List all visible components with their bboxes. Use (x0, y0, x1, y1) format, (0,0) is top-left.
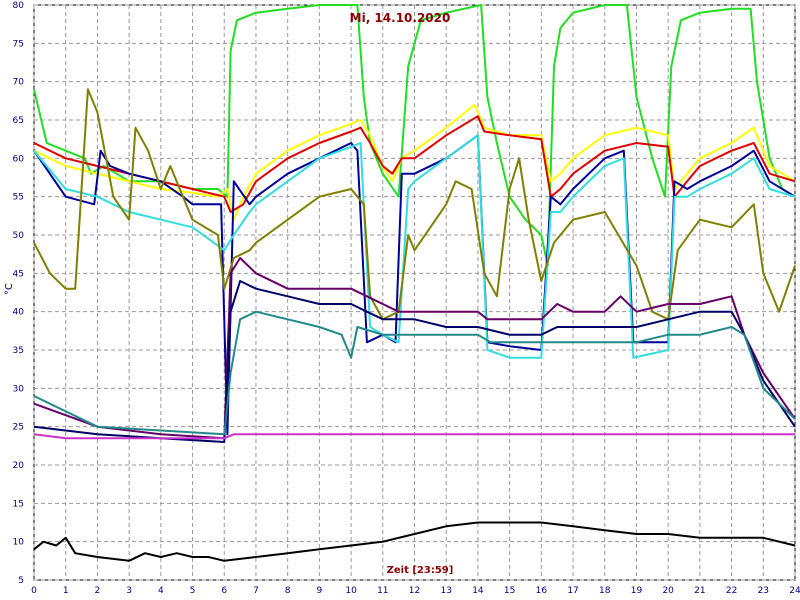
y-tick-label: 25 (13, 423, 24, 433)
x-tick-label: 7 (253, 586, 259, 596)
x-tick-label: 3 (126, 586, 132, 596)
series-line-8 (33, 280, 796, 443)
y-tick-label: 30 (13, 384, 25, 394)
y-tick-label: 10 (13, 538, 25, 548)
y-tick-label: 35 (13, 346, 24, 356)
y-tick-label: 45 (13, 269, 24, 279)
x-tick-label: 10 (345, 586, 357, 596)
series-line-9 (33, 310, 796, 436)
x-tick-label: 0 (31, 586, 37, 596)
x-axis-label: Zeit [23:59] (387, 565, 454, 576)
y-tick-label: 50 (13, 231, 25, 241)
y-tick-label: 60 (13, 154, 25, 164)
x-tick-label: 12 (409, 586, 420, 596)
x-tick-label: 16 (536, 586, 548, 596)
chart-axes: 0 1 2 3 4 5 6 7 8 9 10 11 12 13 14 15 16 17 18 19 20 21 22 23 24… (13, 1, 800, 596)
x-tick-label: 14 (472, 586, 484, 596)
y-axis-label: °C (4, 283, 15, 295)
x-tick-label: 15 (504, 586, 515, 596)
y-tick-label: 5 (18, 576, 24, 586)
y-tick-label: 75 (13, 39, 24, 49)
series-line-5 (33, 134, 796, 359)
y-tick-label: 55 (13, 193, 24, 203)
x-tick-label: 6 (221, 586, 227, 596)
y-tick-label: 70 (13, 78, 25, 88)
x-tick-label: 2 (95, 586, 101, 596)
chart-series (33, 4, 796, 562)
y-tick-label: 65 (13, 116, 24, 126)
y-tick-label: 80 (13, 1, 25, 11)
chart-grid (33, 4, 796, 581)
x-tick-label: 22 (726, 586, 737, 596)
x-tick-label: 20 (662, 586, 674, 596)
x-tick-label: 1 (63, 586, 69, 596)
series-line-7 (33, 257, 796, 440)
y-tick-label: 40 (13, 308, 25, 318)
x-tick-label: 9 (317, 586, 323, 596)
x-tick-label: 13 (440, 586, 451, 596)
x-tick-label: 4 (158, 586, 164, 596)
x-tick-label: 24 (789, 586, 800, 596)
x-tick-label: 8 (285, 586, 291, 596)
y-tick-label: 15 (13, 499, 24, 509)
series-line-10 (33, 433, 795, 440)
x-tick-label: 23 (758, 586, 769, 596)
x-tick-label: 17 (567, 586, 578, 596)
series-line-11 (33, 521, 796, 562)
x-tick-label: 5 (190, 586, 196, 596)
chart-title: Mi, 14.10.2020 (350, 11, 451, 25)
x-tick-label: 21 (694, 586, 705, 596)
y-tick-label: 20 (13, 461, 25, 471)
x-tick-label: 11 (377, 586, 388, 596)
x-tick-label: 18 (599, 586, 611, 596)
x-tick-label: 19 (631, 586, 643, 596)
